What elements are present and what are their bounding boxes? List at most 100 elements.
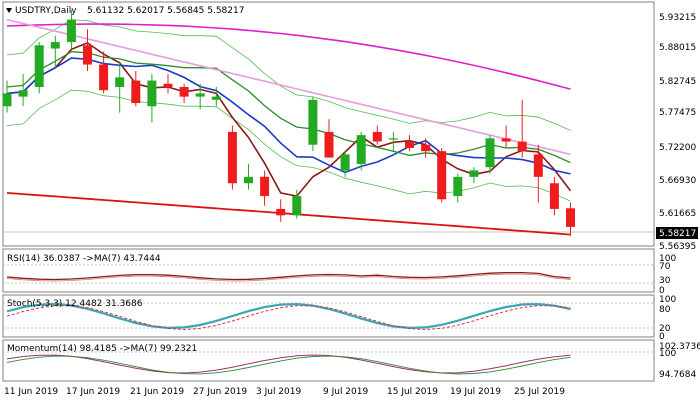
- candle: [485, 135, 495, 174]
- candle: [227, 125, 237, 190]
- date-label: 21 Jun 2019: [130, 387, 184, 397]
- candle-body: [211, 96, 221, 100]
- candle: [469, 167, 479, 184]
- candle: [163, 74, 173, 94]
- candle-body: [2, 93, 12, 107]
- stoch-tick: 100: [659, 295, 676, 305]
- candle-body: [147, 80, 157, 107]
- ohlc-readout: 5.61132 5.62017 5.56845 5.58217: [87, 6, 244, 16]
- candle-body: [163, 83, 173, 87]
- date-label: 27 Jun 2019: [193, 387, 247, 397]
- date-label: 19 Jul 2019: [450, 387, 501, 397]
- candle: [2, 80, 12, 113]
- price-tick: 5.56395: [659, 242, 696, 252]
- rsi-tick: 30: [659, 276, 671, 286]
- stoch-label: Stoch(5,3,3) 12.4482 31.3686: [7, 299, 143, 309]
- candle-body: [533, 154, 543, 177]
- candle: [244, 163, 253, 190]
- chart-header: USDTRY,Daily 5.61132 5.62017 5.56845 5.5…: [6, 6, 244, 16]
- candle: [66, 9, 76, 49]
- candle-body: [388, 138, 398, 140]
- candle: [437, 147, 447, 203]
- momentum-ma-line: [6, 355, 571, 375]
- rsi-tick: 70: [659, 262, 671, 272]
- lower-band-line: [6, 89, 571, 202]
- moving-averages: [6, 18, 572, 236]
- candle-body: [244, 176, 253, 184]
- candle-body: [50, 42, 60, 49]
- date-label: 17 Jun 2019: [66, 387, 120, 397]
- momentum-tick: 102.3736: [659, 342, 700, 352]
- candle-body: [276, 208, 286, 216]
- candle-body: [195, 93, 205, 97]
- price-tick: 5.82745: [659, 77, 696, 87]
- candle-body: [308, 99, 318, 145]
- candle: [501, 125, 511, 148]
- candle: [34, 42, 44, 94]
- candle: [147, 74, 157, 123]
- candle-body: [437, 151, 447, 200]
- current-price-label: 5.58217: [659, 229, 696, 239]
- candle-body: [131, 80, 141, 104]
- candle-body: [115, 77, 125, 87]
- rsi-label: RSI(14) 36.0387 ->MA(7) 43.7444: [7, 254, 161, 264]
- stoch-tick: 80: [659, 305, 671, 315]
- candle: [453, 173, 463, 203]
- candle-body: [372, 131, 382, 142]
- rsi-panel-frame: [2, 248, 655, 293]
- stoch-k-line: [6, 302, 571, 330]
- candle: [83, 29, 92, 71]
- candle: [372, 125, 382, 145]
- date-label: 15 Jul 2019: [387, 387, 438, 397]
- date-label: 11 Jun 2019: [4, 387, 58, 397]
- ma-line-pink: [6, 18, 571, 156]
- candle: [356, 131, 366, 171]
- stoch-d-line: [6, 305, 571, 331]
- candle: [131, 70, 141, 107]
- candle-body: [34, 45, 44, 87]
- candle: [566, 202, 575, 236]
- candle-body: [566, 208, 575, 227]
- candle-body: [18, 90, 28, 97]
- symbol-label: USDTRY,Daily: [15, 6, 77, 16]
- price-tick: 5.93215: [659, 13, 696, 23]
- candle-body: [83, 45, 92, 65]
- rsi-tick: 100: [659, 254, 676, 264]
- dropdown-triangle-icon[interactable]: [6, 8, 12, 13]
- candle-body: [260, 176, 270, 197]
- candle: [292, 189, 302, 219]
- candle: [195, 83, 205, 110]
- stoch-panel: Stoch(5,3,3) 12.4482 31.3686 100 80 20 0: [3, 295, 676, 342]
- date-label: 25 Jul 2019: [514, 387, 565, 397]
- main-panel-frame: [2, 1, 655, 247]
- candle: [405, 135, 414, 152]
- candle: [260, 170, 270, 206]
- candlesticks: [2, 9, 575, 236]
- price-tick: 5.77475: [659, 108, 696, 118]
- candle-body: [405, 141, 414, 148]
- candle-body: [549, 183, 559, 209]
- candle: [18, 74, 28, 107]
- candle: [308, 96, 318, 152]
- price-tick: 5.88015: [659, 43, 696, 53]
- price-axis: 5.93215 5.88015 5.82745 5.77475 5.72200 …: [656, 13, 698, 252]
- stoch-tick: 0: [659, 332, 665, 342]
- candle: [549, 176, 559, 216]
- candle-body: [469, 170, 479, 177]
- ma-line-blue: [6, 57, 571, 175]
- candle: [421, 138, 431, 158]
- candle-body: [501, 138, 511, 142]
- candle-body: [517, 141, 527, 152]
- momentum-line: [6, 354, 571, 374]
- momentum-panel: Momentum(14) 98.4185 ->MA(7) 99.2321 102…: [3, 342, 700, 380]
- ma-line-red: [6, 192, 571, 236]
- ma-line-magenta: [6, 23, 571, 90]
- candle: [276, 199, 286, 222]
- ma-line-fast: [6, 41, 572, 197]
- candle-body: [66, 19, 76, 43]
- candle: [388, 131, 398, 152]
- price-tick: 5.61665: [659, 209, 696, 219]
- candle-body: [324, 131, 334, 158]
